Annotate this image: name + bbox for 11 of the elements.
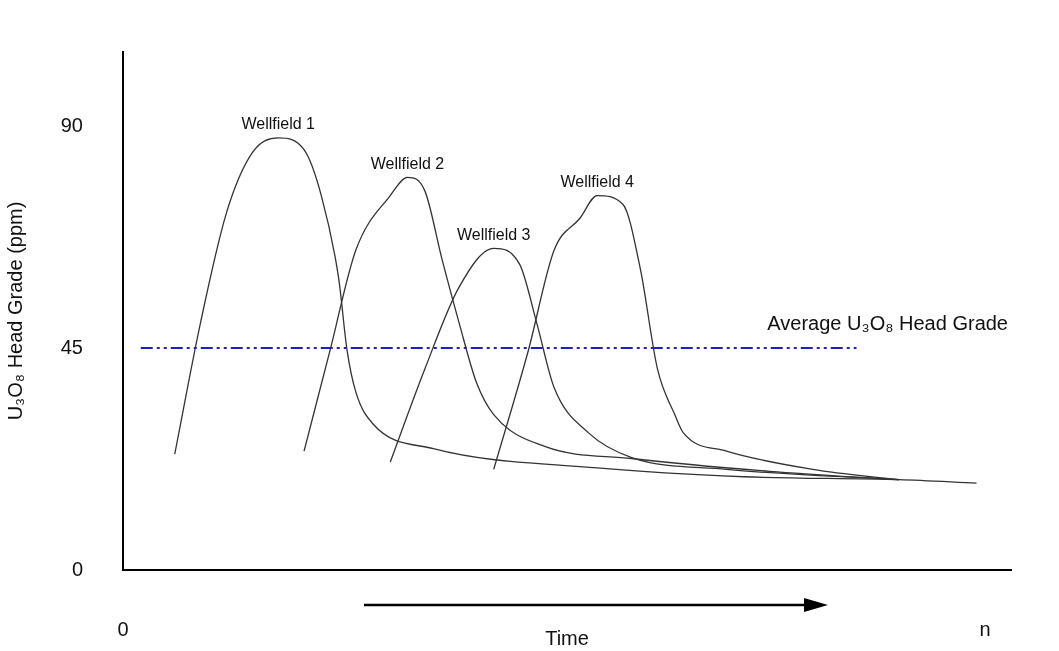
ref-line-label: Average U₃O₈ Head Grade [767,311,1008,334]
x-tick-label: n [979,617,991,640]
y-tick-label: 45 [60,335,83,358]
series-label: Wellfield 1 [241,115,316,133]
y-axis-title: U₃O₈ Head Grade (ppm) [3,201,26,421]
y-tick-label: 90 [60,113,83,136]
series-label: Wellfield 4 [560,172,635,190]
y-tick-label: 0 [71,557,83,580]
x-axis-title: Time [545,626,589,649]
series-label: Wellfield 3 [456,225,531,243]
series-label: Wellfield 2 [370,154,445,172]
